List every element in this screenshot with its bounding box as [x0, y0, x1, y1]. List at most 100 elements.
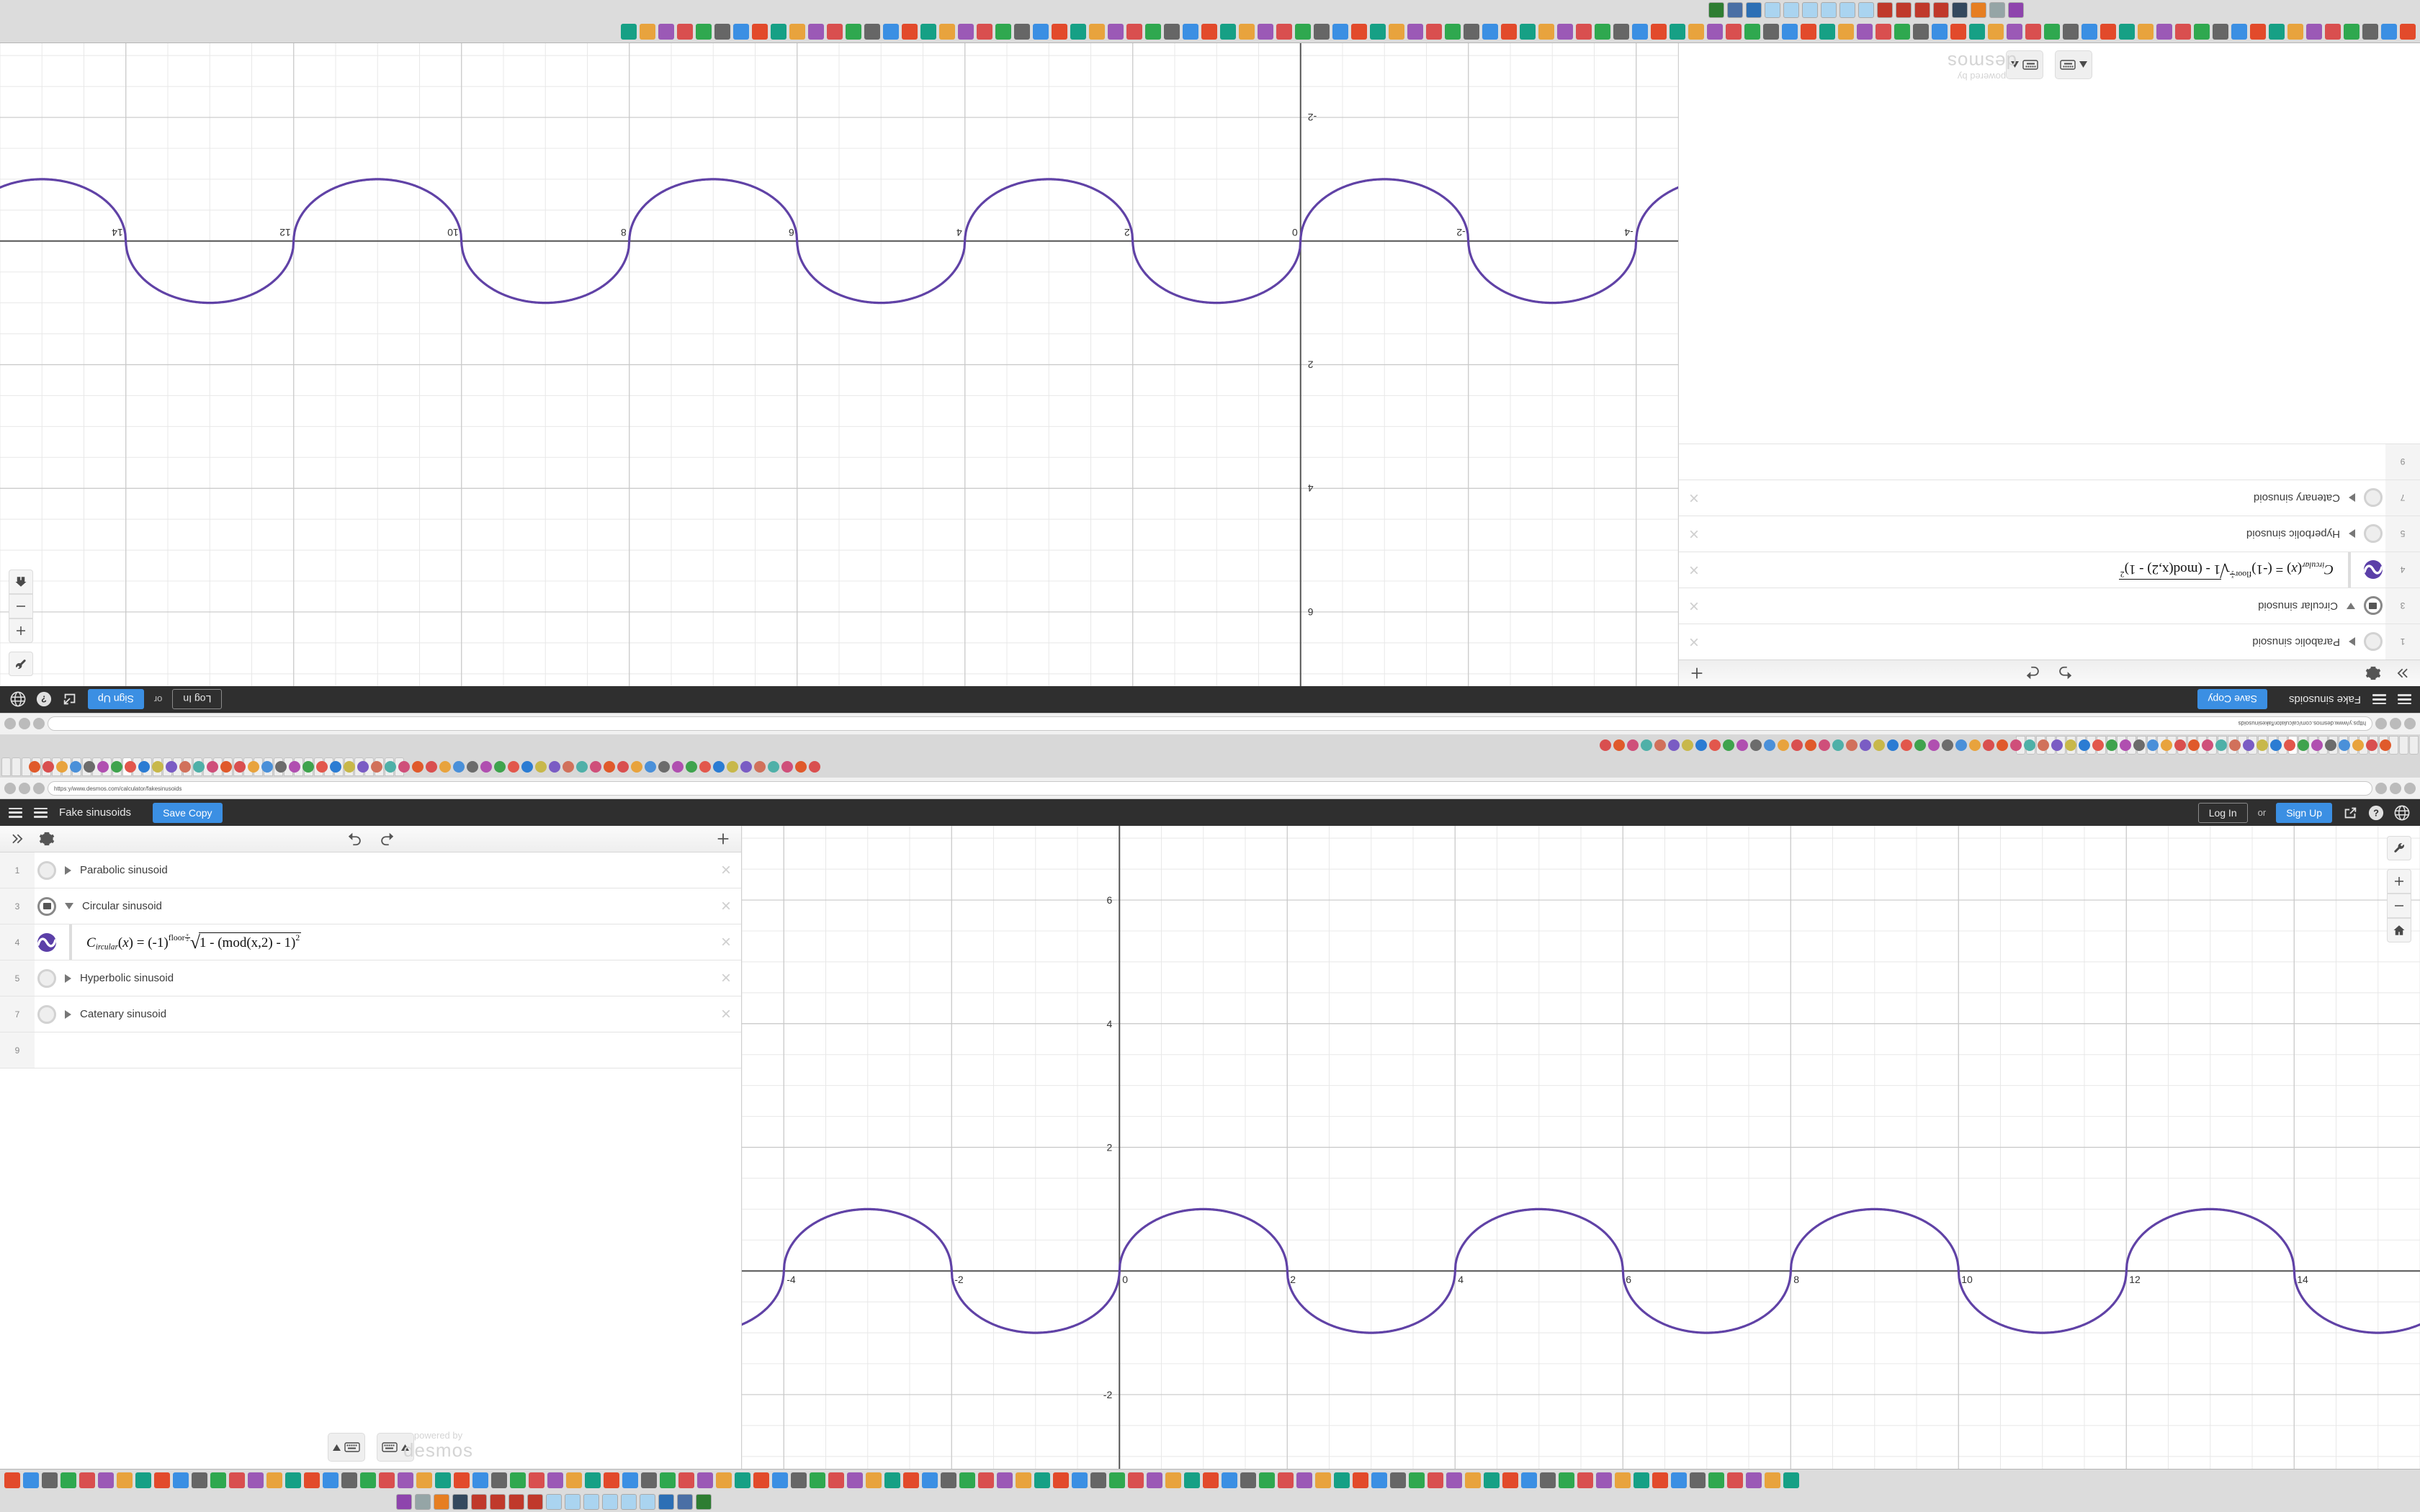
- taskbar-window-button[interactable]: [1894, 24, 1910, 40]
- bookmark-favicon[interactable]: [521, 761, 533, 773]
- bookmark-favicon[interactable]: [207, 761, 218, 773]
- bookmark-favicon[interactable]: [275, 761, 287, 773]
- taskbar-window-button[interactable]: [1559, 1472, 1574, 1488]
- os-taskbar[interactable]: [0, 0, 2420, 43]
- redo-icon[interactable]: [2026, 665, 2042, 681]
- expression-row[interactable]: 5Hyperbolic sinusoid×: [1679, 516, 2420, 552]
- taskbar-window-button[interactable]: [716, 1472, 732, 1488]
- taskbar-window-button[interactable]: [920, 24, 936, 40]
- forward-button[interactable]: [19, 783, 30, 794]
- taskbar-window-button[interactable]: [1765, 1472, 1780, 1488]
- bookmark-favicon[interactable]: [645, 761, 656, 773]
- bookmark-bar[interactable]: [0, 759, 2420, 775]
- expression-list[interactable]: 1Parabolic sinusoid×3Circular sinusoid×4…: [0, 852, 741, 1068]
- zoom-in-button[interactable]: [9, 618, 33, 643]
- bookmark-favicon[interactable]: [1832, 739, 1844, 751]
- bookmark-favicon[interactable]: [590, 761, 601, 773]
- taskbar-window-button[interactable]: [1446, 1472, 1462, 1488]
- folder-expand-caret[interactable]: [65, 1010, 71, 1019]
- profile-avatar[interactable]: [2404, 783, 2416, 794]
- taskbar-window-button[interactable]: [4, 1472, 20, 1488]
- taskbar-launcher-icon[interactable]: [452, 1494, 468, 1510]
- taskbar-window-button[interactable]: [398, 1472, 413, 1488]
- globe-icon[interactable]: [10, 692, 26, 708]
- taskbar-window-button[interactable]: [266, 1472, 282, 1488]
- taskbar-window-button[interactable]: [808, 24, 824, 40]
- bookmark-favicon[interactable]: [2311, 739, 2323, 751]
- bookmark-favicon[interactable]: [727, 761, 738, 773]
- taskbar-window-button[interactable]: [866, 1472, 882, 1488]
- taskbar-window-button[interactable]: [117, 1472, 133, 1488]
- taskbar-window-button[interactable]: [1126, 24, 1142, 40]
- taskbar-window-button[interactable]: [1371, 1472, 1387, 1488]
- bookmark-favicon[interactable]: [2051, 739, 2063, 751]
- folder-expand-caret[interactable]: [2349, 494, 2355, 503]
- taskbar-launcher-icon[interactable]: [1914, 2, 1930, 18]
- taskbar-window-button[interactable]: [1145, 24, 1161, 40]
- bookmark-favicon[interactable]: [2188, 739, 2200, 751]
- folder-title[interactable]: Parabolic sinusoid: [80, 864, 168, 876]
- hamburger-icon[interactable]: [9, 808, 22, 818]
- bookmark-favicon[interactable]: [398, 761, 410, 773]
- taskbar-window-button[interactable]: [1033, 24, 1049, 40]
- taskbar-window-button[interactable]: [771, 24, 786, 40]
- bookmark-favicon[interactable]: [768, 761, 779, 773]
- bookmark-favicon[interactable]: [412, 761, 424, 773]
- taskbar-launcher-icon[interactable]: [1971, 2, 1986, 18]
- taskbar-window-button[interactable]: [621, 24, 637, 40]
- taskbar-window-button[interactable]: [1090, 1472, 1106, 1488]
- taskbar-window-button[interactable]: [1258, 24, 1273, 40]
- bookmark-favicon[interactable]: [248, 761, 259, 773]
- plot-toggle-circle[interactable]: [37, 969, 56, 988]
- bookmark-favicon[interactable]: [2352, 739, 2364, 751]
- taskbar-window-button[interactable]: [1538, 24, 1554, 40]
- taskbar-window-button[interactable]: [1053, 1472, 1069, 1488]
- folder-expand-caret[interactable]: [65, 903, 73, 909]
- taskbar-window-button[interactable]: [2325, 24, 2341, 40]
- taskbar-window-button[interactable]: [360, 1472, 376, 1488]
- bookmark-favicon[interactable]: [617, 761, 629, 773]
- taskbar-window-button[interactable]: [1407, 24, 1423, 40]
- taskbar-window-button[interactable]: [1332, 24, 1348, 40]
- taskbar-launcher-icon[interactable]: [565, 1494, 581, 1510]
- bookmark-favicon[interactable]: [1641, 739, 1652, 751]
- taskbar-launcher-list[interactable]: [0, 1491, 2420, 1512]
- taskbar-window-button[interactable]: [435, 1472, 451, 1488]
- taskbar-window-button[interactable]: [1353, 1472, 1368, 1488]
- taskbar-window-button[interactable]: [902, 24, 918, 40]
- folder-toggle-icon[interactable]: [2364, 597, 2383, 616]
- taskbar-window-button[interactable]: [585, 1472, 601, 1488]
- taskbar-window-button[interactable]: [2156, 24, 2172, 40]
- help-icon[interactable]: ?: [2368, 805, 2384, 821]
- taskbar-window-button[interactable]: [1484, 1472, 1500, 1488]
- bookmark-favicon[interactable]: [1873, 739, 1885, 751]
- bookmark-favicon[interactable]: [261, 761, 273, 773]
- taskbar-window-button[interactable]: [285, 1472, 301, 1488]
- graph-menu-icon[interactable]: [2372, 695, 2386, 705]
- taskbar-window-button[interactable]: [846, 24, 861, 40]
- taskbar-window-button[interactable]: [1259, 1472, 1275, 1488]
- delete-expression-button[interactable]: ×: [1689, 598, 1699, 615]
- expression-marker[interactable]: [35, 969, 59, 988]
- back-button[interactable]: [4, 783, 16, 794]
- taskbar-window-button[interactable]: [1727, 1472, 1743, 1488]
- taskbar-window-button[interactable]: [566, 1472, 582, 1488]
- taskbar-window-button[interactable]: [977, 24, 992, 40]
- taskbar-window-button[interactable]: [677, 24, 693, 40]
- taskbar-window-button[interactable]: [1334, 1472, 1350, 1488]
- taskbar-window-button[interactable]: [1819, 24, 1835, 40]
- bookmark-favicon[interactable]: [467, 761, 478, 773]
- expression-row[interactable]: 1Parabolic sinusoid×: [0, 852, 741, 888]
- bookmark-favicon[interactable]: [2038, 739, 2049, 751]
- bookmark-favicon[interactable]: [97, 761, 109, 773]
- bookmark-favicon[interactable]: [713, 761, 725, 773]
- taskbar-window-button[interactable]: [753, 1472, 769, 1488]
- bookmark-favicon[interactable]: [2065, 739, 2076, 751]
- taskbar-window-button[interactable]: [1128, 1472, 1144, 1488]
- bookmark-favicon[interactable]: [1791, 739, 1803, 751]
- bookmark-favicon[interactable]: [1600, 739, 1611, 751]
- bookmark-favicon[interactable]: [2243, 739, 2254, 751]
- expression-marker[interactable]: [35, 1005, 59, 1024]
- folder-title[interactable]: Hyperbolic sinusoid: [80, 972, 174, 984]
- delete-expression-button[interactable]: ×: [1689, 490, 1699, 507]
